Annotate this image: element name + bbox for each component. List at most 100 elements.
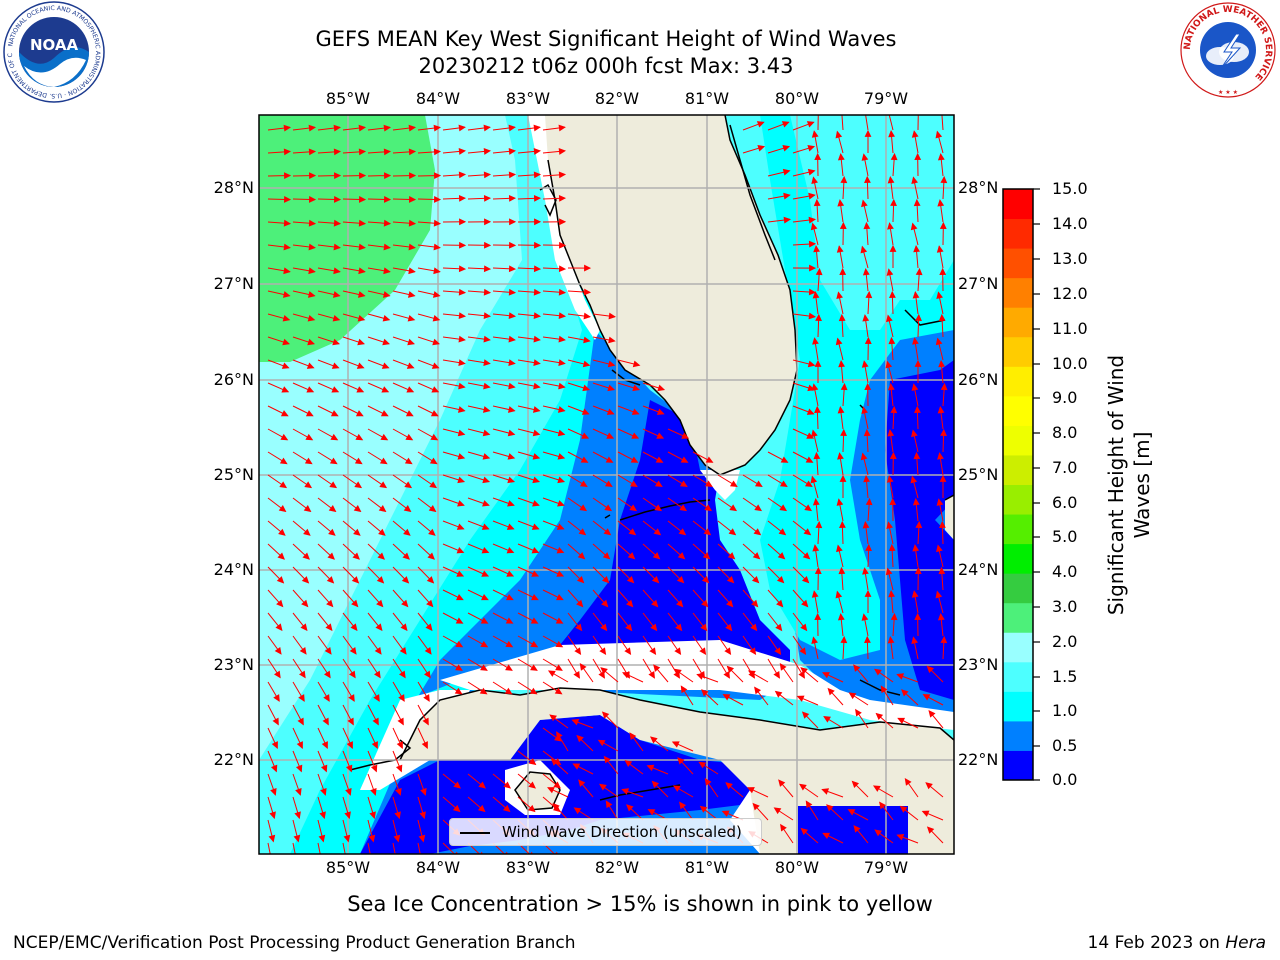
- wave-direction-arrowhead: [306, 362, 315, 369]
- wave-direction-arrowhead: [356, 362, 365, 369]
- wave-direction-arrowhead: [482, 453, 491, 460]
- wave-direction-arrowhead: [625, 623, 633, 632]
- wave-direction-arrowhead: [579, 504, 588, 512]
- wave-direction-arrowhead: [457, 453, 466, 460]
- wave-direction-arrowhead: [322, 717, 329, 726]
- wave-direction-arrowhead: [352, 552, 360, 560]
- wave-direction-arrowhead: [937, 406, 945, 414]
- wave-direction-arrowhead: [874, 668, 882, 676]
- wave-direction-arrowhead: [814, 612, 822, 620]
- wave-direction-arrowhead: [775, 623, 783, 632]
- wave-direction-arrowhead: [886, 521, 893, 529]
- wave-direction-arrowhead: [426, 576, 435, 584]
- wave-direction-arrowhead: [780, 456, 789, 463]
- wave-direction-arrowhead: [796, 695, 805, 702]
- wave-direction-arrowhead: [372, 717, 379, 726]
- wave-direction-arrowhead: [371, 741, 378, 749]
- wave-direction-arrowhead: [429, 481, 438, 489]
- wave-direction-arrowhead: [572, 763, 581, 770]
- wave-direction-arrowhead: [303, 528, 311, 536]
- wave-direction-arrowhead: [773, 807, 782, 815]
- wave-direction-arrowhead: [278, 505, 287, 513]
- wave-direction-arrowhead: [370, 788, 377, 796]
- wave-direction-arrowhead: [295, 764, 303, 773]
- wave-direction-arrowhead: [648, 671, 655, 679]
- lat-tick-left: 27°N: [213, 274, 254, 293]
- wave-direction-arrowhead: [814, 405, 821, 414]
- svg-text:★ ★ ★: ★ ★ ★: [1218, 89, 1238, 96]
- wave-direction-arrowhead: [268, 834, 276, 843]
- wave-direction-arrowhead: [320, 788, 327, 796]
- wave-direction-arrowhead: [864, 129, 872, 137]
- wave-direction-arrowhead: [305, 410, 314, 417]
- wave-direction-arrowhead: [801, 599, 809, 608]
- wave-direction-arrowhead: [622, 672, 630, 679]
- wave-direction-arrowhead: [534, 241, 542, 249]
- wave-direction-arrowhead: [599, 647, 607, 656]
- wave-direction-arrowhead: [351, 599, 359, 608]
- wave-direction-arrowhead: [601, 575, 610, 584]
- wave-direction-arrowhead: [836, 544, 843, 553]
- wave-direction-arrowhead: [333, 124, 341, 132]
- colorbar-tick-label: 12.0: [1052, 284, 1088, 303]
- wave-direction-arrowhead: [453, 781, 461, 789]
- wave-direction-arrowhead: [550, 758, 559, 766]
- wave-direction-arrowhead: [433, 243, 441, 251]
- wave-direction-arrowhead: [626, 575, 635, 584]
- wave-direction-arrowhead: [940, 382, 948, 391]
- wave-direction-arrowhead: [839, 474, 847, 482]
- wave-direction-arrowhead: [804, 504, 813, 512]
- wave-direction-arrowhead: [507, 476, 516, 484]
- wave-direction-arrowhead: [604, 480, 613, 488]
- wave-direction-arrowhead: [840, 635, 848, 644]
- wave-direction-arrowhead: [357, 338, 366, 346]
- wave-direction-arrowhead: [600, 667, 608, 675]
- wave-direction-arrowhead: [558, 312, 567, 320]
- wave-direction-arrowhead: [722, 694, 731, 701]
- wave-direction-arrowhead: [822, 832, 831, 840]
- wave-direction-arrowhead: [458, 148, 467, 155]
- wave-direction-arrowhead: [864, 336, 872, 344]
- wave-direction-arrowhead: [433, 267, 441, 275]
- wave-direction-arrowhead: [373, 694, 380, 702]
- wave-direction-arrowhead: [334, 172, 342, 180]
- wave-direction-arrowhead: [865, 497, 873, 506]
- wave-direction-arrowhead: [777, 552, 786, 560]
- wave-direction-arrowhead: [776, 599, 784, 608]
- wave-direction-arrowhead: [358, 124, 366, 132]
- wave-direction-arrowhead: [703, 528, 712, 536]
- wave-direction-arrowhead: [821, 788, 830, 795]
- wave-direction-arrowhead: [383, 124, 391, 132]
- wave-direction-arrowhead: [582, 384, 591, 392]
- wave-direction-arrowhead: [508, 265, 517, 273]
- wave-direction-arrowhead: [838, 359, 845, 368]
- wave-direction-arrowhead: [860, 452, 868, 461]
- wave-direction-arrowhead: [809, 264, 817, 272]
- wave-direction-arrowhead: [915, 520, 923, 529]
- wave-direction-arrowhead: [904, 778, 912, 786]
- wave-direction-arrowhead: [309, 172, 317, 180]
- wave-direction-arrowhead: [875, 712, 884, 721]
- wave-direction-arrowhead: [549, 714, 557, 722]
- wave-direction-arrowhead: [750, 623, 758, 632]
- wave-direction-arrowhead: [774, 647, 782, 656]
- wave-direction-arrowhead: [381, 386, 390, 393]
- wave-direction-arrowhead: [888, 543, 896, 552]
- wave-direction-arrowhead: [936, 544, 943, 553]
- wave-direction-arrowhead: [914, 612, 922, 620]
- wave-direction-arrowhead: [914, 152, 922, 160]
- wave-direction-arrowhead: [573, 807, 582, 815]
- wave-direction-arrowhead: [725, 623, 733, 632]
- wave-direction-arrowhead: [432, 314, 441, 322]
- wave-direction-arrowhead: [382, 338, 391, 346]
- wave-direction-arrowhead: [885, 567, 893, 576]
- wave-direction-arrowhead: [751, 599, 759, 608]
- wave-direction-arrowhead: [632, 360, 641, 368]
- wave-direction-arrowhead: [940, 428, 947, 437]
- noaa-logo: NATIONAL OCEANIC AND ATMOSPHERIC ADMINIS…: [2, 0, 105, 103]
- wave-direction-arrowhead: [428, 505, 437, 513]
- wave-direction-arrowhead: [864, 382, 872, 390]
- wave-direction-arrowhead: [557, 476, 566, 484]
- wave-direction-arrowhead: [861, 199, 868, 208]
